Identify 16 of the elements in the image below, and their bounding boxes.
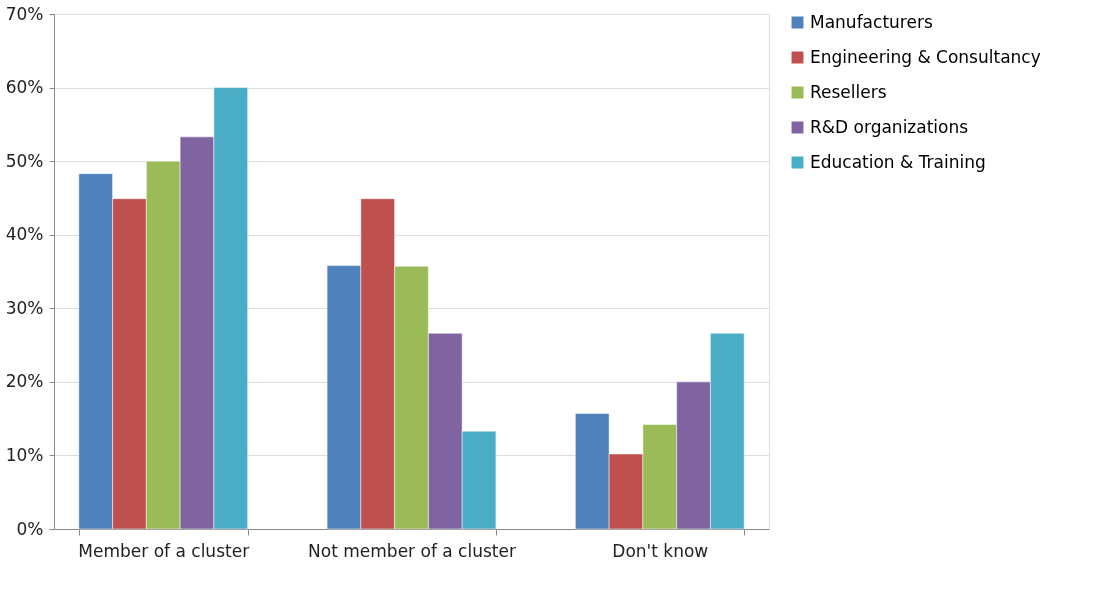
legend-label: R&D organizations xyxy=(810,116,969,137)
y-tick-label: 20% xyxy=(5,371,44,392)
y-tick-label: 0% xyxy=(16,518,44,539)
y-tick-label: 10% xyxy=(5,444,44,465)
legend-label: Education & Training xyxy=(810,151,986,172)
x-tick-label: Don't know xyxy=(612,540,709,561)
legend-label: Engineering & Consultancy xyxy=(810,46,1041,67)
x-tick-label: Not member of a cluster xyxy=(308,540,516,561)
y-tick-label: 70% xyxy=(5,3,44,24)
y-tick-label: 40% xyxy=(5,224,44,245)
y-tick-label: 30% xyxy=(5,297,44,318)
legend-label: Manufacturers xyxy=(810,11,933,32)
y-tick-label: 60% xyxy=(5,77,44,98)
y-tick-label: 50% xyxy=(5,150,44,171)
x-tick-label: Member of a cluster xyxy=(78,540,250,561)
legend-label: Resellers xyxy=(810,81,887,102)
